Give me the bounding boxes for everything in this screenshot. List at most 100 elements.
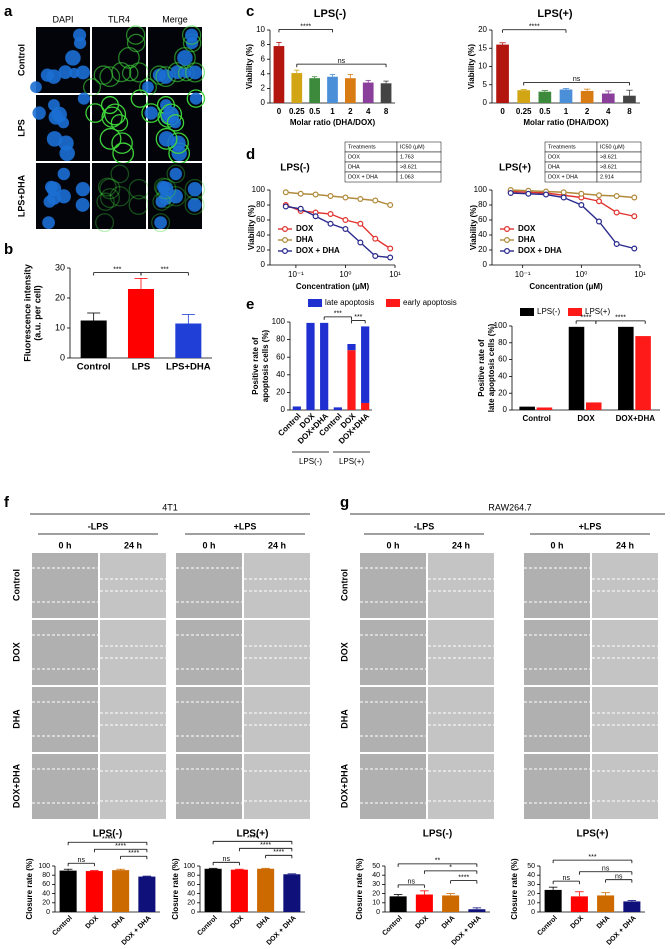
- x-tick-label: 2: [348, 107, 353, 116]
- data-point: [631, 213, 638, 220]
- nucleus: [158, 131, 175, 147]
- data-point: [387, 254, 394, 261]
- scratch-image: [428, 687, 494, 752]
- x-tick-label: 0: [277, 107, 282, 116]
- group-label: LPS(+): [339, 457, 364, 466]
- condition-label: -LPS: [414, 521, 435, 531]
- y-tick-label: 40: [42, 890, 50, 897]
- x-tick-label: 0.5: [309, 107, 321, 116]
- time-label: 0 h: [202, 540, 215, 550]
- scratch-image: [360, 620, 426, 685]
- x-tick-label: DOX: [414, 915, 430, 931]
- membrane: [109, 186, 131, 207]
- membrane: [155, 178, 177, 200]
- panel-letter: d: [246, 146, 255, 163]
- table-text: Treatments: [548, 144, 576, 150]
- scratch-image: [244, 687, 310, 752]
- data-point: [578, 190, 585, 197]
- bar: [597, 895, 615, 912]
- nucleus: [57, 117, 70, 129]
- nucleus: [76, 65, 91, 80]
- x-axis-label: Concentration (μM): [529, 282, 603, 291]
- membrane: [96, 192, 115, 211]
- scratch-image: [524, 553, 590, 618]
- bar: [309, 78, 320, 103]
- y-tick-label: 80: [256, 200, 265, 209]
- table-text: >8.621: [600, 154, 617, 160]
- bar: [570, 896, 588, 912]
- bar: [389, 896, 407, 912]
- y-tick-label: 20: [42, 900, 50, 907]
- y-tick-label: 20: [498, 388, 507, 397]
- nucleus: [170, 65, 185, 80]
- x-tick-label: 4: [606, 107, 611, 116]
- bar: [112, 870, 130, 912]
- membrane: [181, 25, 202, 45]
- nucleus: [65, 50, 81, 66]
- legend-label: DOX + DHA: [296, 246, 340, 255]
- y-tick-label: 30: [527, 881, 535, 888]
- membrane: [141, 103, 161, 123]
- table-text: >8.621: [600, 164, 617, 170]
- bar: [345, 78, 356, 103]
- time-label: 0 h: [386, 540, 399, 550]
- y-tick-label: 0: [261, 260, 266, 269]
- y-tick-label: 100: [272, 317, 286, 326]
- y-tick-label: 40: [187, 890, 195, 897]
- bar: [361, 402, 370, 410]
- bar: [283, 874, 301, 912]
- x-tick-label: DOX+DHA: [616, 414, 656, 423]
- nucleus: [73, 28, 87, 42]
- table-text: DOX: [348, 154, 360, 160]
- y-tick-label: 50: [372, 863, 380, 870]
- y-axis-label: Viability (%): [469, 205, 478, 251]
- legend-marker: [282, 226, 289, 233]
- membrane: [125, 25, 146, 45]
- chart-title: LPS(+): [577, 829, 609, 840]
- scratch-image: [524, 687, 590, 752]
- scratch-image: [592, 754, 658, 819]
- membrane: [165, 186, 187, 207]
- row-label: DOX: [11, 642, 21, 662]
- legend-label: DHA: [518, 235, 536, 244]
- y-axis-label: Positive rate of: [477, 339, 486, 397]
- y-tick-label: 50: [527, 863, 535, 870]
- time-label: 24 h: [268, 540, 286, 550]
- x-tick-label: Control: [522, 414, 550, 423]
- y-tick-label: 80: [187, 872, 195, 879]
- significance-label: ****: [115, 843, 126, 850]
- bar: [580, 90, 594, 103]
- y-tick-label: 80: [276, 335, 285, 344]
- x-tick-label: 0.25: [289, 107, 305, 116]
- x-tick-label: DOX: [577, 414, 595, 423]
- data-point: [525, 190, 532, 197]
- data-point: [507, 190, 514, 197]
- y-tick-label: 60: [42, 881, 50, 888]
- significance-label: ****: [260, 842, 271, 849]
- membrane: [99, 127, 122, 150]
- nucleus: [185, 28, 199, 42]
- bar: [292, 406, 301, 410]
- chart-title: LPS(-): [314, 8, 347, 20]
- data-point: [560, 194, 567, 201]
- y-tick-label: 80: [498, 338, 507, 347]
- bar: [138, 876, 156, 912]
- y-tick-label: 10: [372, 900, 380, 907]
- y-axis-label: Closure rate (%): [355, 858, 364, 920]
- y-tick-label: 20: [478, 245, 487, 254]
- y-tick-label: 40: [498, 372, 507, 381]
- significance-label: ****: [273, 849, 284, 856]
- chart-title: LPS(-): [280, 163, 309, 174]
- legend-label: late apoptosis: [325, 298, 374, 307]
- bar: [175, 323, 202, 358]
- significance-label: ns: [602, 866, 610, 873]
- scratch-image: [360, 754, 426, 819]
- x-tick-label: 10⁻¹: [288, 270, 304, 279]
- data-point: [327, 211, 334, 218]
- x-tick-label: LPS+DHA: [166, 362, 211, 373]
- y-tick-label: 60: [478, 215, 487, 224]
- significance-label: ns: [78, 857, 86, 864]
- y-tick-label: 0: [261, 98, 266, 107]
- y-tick-label: 20: [527, 890, 535, 897]
